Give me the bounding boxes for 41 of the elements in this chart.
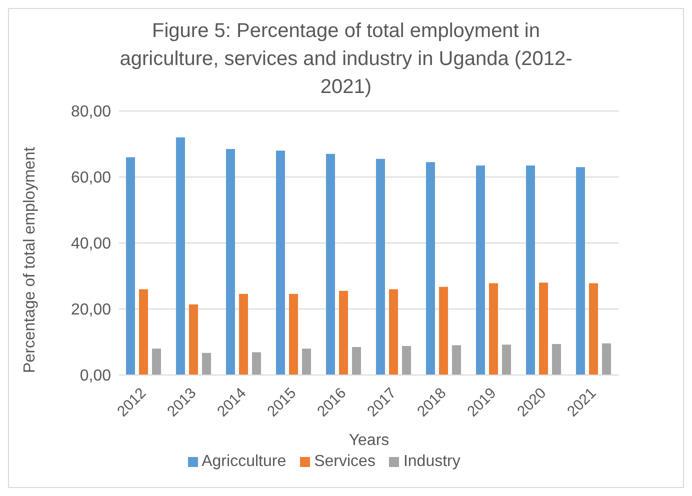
bar (452, 345, 461, 375)
bar (439, 286, 448, 375)
bar (539, 282, 548, 375)
y-tick-label: 60,00 (70, 170, 112, 187)
bar (226, 148, 235, 375)
legend-label: Industry (403, 453, 460, 471)
y-tick-label: 0,00 (80, 368, 112, 385)
bar (252, 352, 261, 375)
bar (552, 344, 561, 375)
bar (239, 294, 248, 375)
y-tick-label: 40,00 (70, 236, 112, 253)
bar (126, 157, 135, 375)
bar (202, 352, 211, 375)
bar (289, 294, 298, 375)
y-axis-title: Percentage of total employment (22, 146, 39, 373)
bar (489, 283, 498, 375)
bar (276, 150, 285, 375)
bar (502, 344, 511, 375)
bar (139, 289, 148, 375)
bar (476, 165, 485, 375)
bar (389, 289, 398, 375)
x-axis-title: Years (348, 432, 390, 449)
bar (189, 304, 198, 375)
y-tick-label: 80,00 (70, 104, 112, 121)
bar (402, 346, 411, 375)
bar (602, 343, 611, 375)
bar (339, 290, 348, 375)
bar (326, 154, 335, 375)
bar (526, 165, 535, 375)
legend-label: Agricculture (202, 453, 286, 471)
chart-title: Figure 5: Percentage of total employment in agriculture, services and industry in Uganda (2012-2021) (118, 19, 574, 100)
y-tick-label: 20,00 (70, 302, 112, 319)
bar (152, 348, 161, 375)
bar (352, 346, 361, 375)
bar (302, 348, 311, 375)
legend-label: Services (314, 453, 376, 471)
bar (589, 283, 598, 375)
bar (176, 137, 185, 375)
bar (426, 162, 435, 375)
bar (376, 158, 385, 375)
bar (576, 167, 585, 375)
